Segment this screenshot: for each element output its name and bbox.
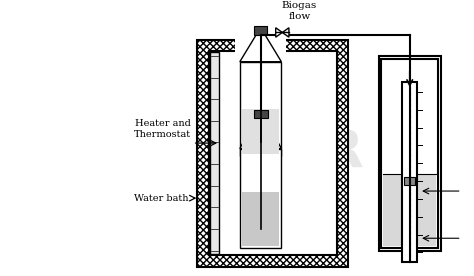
Text: Water bath: Water bath <box>134 194 189 203</box>
Bar <box>402 83 417 262</box>
Bar <box>197 40 348 267</box>
Bar <box>242 64 280 109</box>
Text: Heater and
Thermostat: Heater and Thermostat <box>134 119 191 139</box>
Bar <box>235 12 286 161</box>
Bar <box>240 62 282 156</box>
Polygon shape <box>276 28 283 37</box>
Bar <box>254 26 267 35</box>
Bar <box>242 192 280 246</box>
Text: IISER: IISER <box>210 127 364 179</box>
Bar <box>382 59 438 248</box>
Bar <box>254 110 268 118</box>
Bar <box>240 148 282 248</box>
Text: Bottle: Bottle <box>247 167 274 176</box>
Polygon shape <box>240 35 282 62</box>
Bar <box>209 51 337 255</box>
Polygon shape <box>283 28 289 37</box>
Bar <box>13 15 188 276</box>
Bar <box>210 52 219 254</box>
Bar <box>379 56 441 251</box>
Text: Biogas
flow: Biogas flow <box>282 1 317 21</box>
Bar <box>404 177 415 185</box>
Bar <box>383 174 436 246</box>
Bar <box>242 64 280 154</box>
Polygon shape <box>240 118 282 148</box>
